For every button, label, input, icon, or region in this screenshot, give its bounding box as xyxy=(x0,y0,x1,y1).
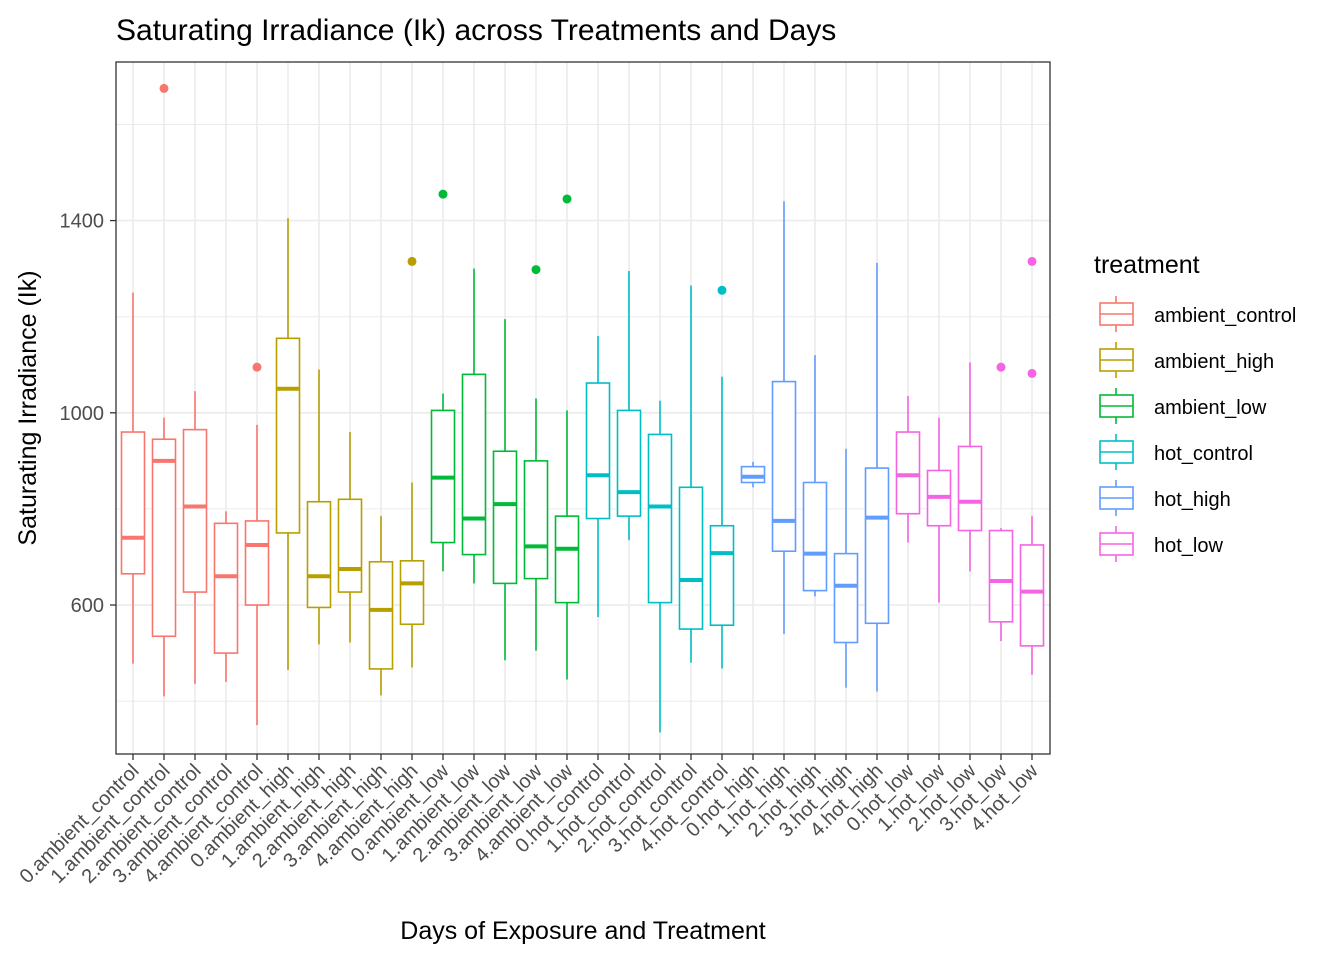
outlier-point xyxy=(717,285,727,295)
outlier-point xyxy=(407,256,417,266)
outlier-point xyxy=(996,362,1006,372)
box-2.ambient_high xyxy=(337,432,363,643)
box-0.ambient_low xyxy=(430,189,456,572)
box-body xyxy=(213,522,239,654)
box-2.ambient_control xyxy=(182,391,208,684)
box-0.ambient_control xyxy=(120,292,146,664)
legend-title: treatment xyxy=(1094,251,1200,279)
box-2.hot_control xyxy=(647,400,673,733)
box-4.hot_control xyxy=(709,285,735,669)
x-axis: 0.ambient_control1.ambient_control2.ambi… xyxy=(16,754,1043,888)
box-body xyxy=(461,373,487,556)
legend-label: ambient_high xyxy=(1154,351,1274,373)
outlier-point xyxy=(562,194,572,204)
outlier-point xyxy=(531,265,541,275)
box-3.hot_low xyxy=(988,362,1014,642)
box-3.ambient_high xyxy=(368,516,394,696)
box-0.hot_low xyxy=(895,395,921,543)
box-body xyxy=(492,450,518,585)
y-axis: 600 1000 1400 xyxy=(60,211,116,617)
box-1.ambient_high xyxy=(306,369,332,645)
box-0.hot_high xyxy=(740,461,766,488)
box-3.ambient_low xyxy=(523,265,549,651)
box-body xyxy=(120,431,146,575)
legend-item-hot_low: hot_low xyxy=(1099,526,1223,562)
outlier-point xyxy=(438,189,448,199)
boxes-layer xyxy=(120,83,1045,733)
legend-item-ambient_control: ambient_control xyxy=(1099,296,1296,332)
box-4.ambient_high xyxy=(399,256,425,668)
box-3.hot_high xyxy=(833,448,859,688)
box-1.hot_high xyxy=(771,201,797,634)
legend-label: hot_control xyxy=(1154,443,1253,465)
legend-item-hot_control: hot_control xyxy=(1099,434,1253,470)
box-body xyxy=(678,486,704,630)
box-body xyxy=(244,520,270,606)
box-body xyxy=(182,428,208,593)
y-tick-label: 1400 xyxy=(60,211,105,233)
box-body xyxy=(368,560,394,670)
box-body xyxy=(306,500,332,609)
box-4.ambient_control xyxy=(244,362,270,726)
legend-item-hot_high: hot_high xyxy=(1099,480,1231,516)
box-0.ambient_high xyxy=(275,218,301,670)
box-body xyxy=(833,552,859,644)
legend-item-ambient_high: ambient_high xyxy=(1099,342,1274,378)
box-2.hot_low xyxy=(957,362,983,572)
box-body xyxy=(585,382,611,520)
outlier-point xyxy=(1027,368,1037,378)
box-body xyxy=(523,460,549,580)
legend-label: hot_high xyxy=(1154,489,1231,511)
box-1.hot_control xyxy=(616,271,642,541)
x-axis-title: Days of Exposure and Treatment xyxy=(400,917,766,945)
box-3.ambient_control xyxy=(213,511,239,682)
box-3.hot_control xyxy=(678,285,704,663)
legend-item-ambient_low: ambient_low xyxy=(1099,388,1267,424)
box-2.ambient_low xyxy=(492,319,518,661)
box-body xyxy=(802,481,828,592)
legend-label: ambient_low xyxy=(1154,397,1267,419)
panel-border xyxy=(115,61,1051,755)
box-0.hot_control xyxy=(585,335,611,618)
box-1.ambient_low xyxy=(461,268,487,584)
legend: treatment ambient_control ambient_highamb… xyxy=(1094,251,1296,562)
box-4.hot_low xyxy=(1019,256,1045,675)
box-1.ambient_control xyxy=(151,83,177,697)
box-1.hot_low xyxy=(926,417,952,603)
y-tick-label: 600 xyxy=(71,595,104,617)
box-body xyxy=(1019,544,1045,647)
box-body xyxy=(151,438,177,638)
box-body xyxy=(957,445,983,532)
box-2.hot_high xyxy=(802,355,828,597)
box-body xyxy=(771,380,797,553)
legend-label: ambient_control xyxy=(1154,305,1296,327)
box-4.hot_high xyxy=(864,262,890,692)
box-body xyxy=(337,498,363,593)
box-body xyxy=(554,515,580,604)
chart-title: Saturating Irradiance (Ik) across Treatm… xyxy=(116,14,836,47)
box-4.ambient_low xyxy=(554,194,580,680)
box-body xyxy=(709,524,735,627)
box-body xyxy=(275,337,301,534)
box-body xyxy=(740,465,766,484)
box-body xyxy=(864,467,890,625)
box-body xyxy=(895,431,921,515)
y-tick-label: 1000 xyxy=(60,403,105,425)
outlier-point xyxy=(159,83,169,93)
box-body xyxy=(647,433,673,604)
grid-major xyxy=(116,62,1050,754)
outlier-point xyxy=(252,362,262,372)
grid-minor xyxy=(116,123,1050,702)
y-axis-title: Saturating Irradiance (Ik) xyxy=(14,270,42,545)
legend-label: hot_low xyxy=(1154,535,1223,557)
box-body xyxy=(616,409,642,517)
box-body xyxy=(988,529,1014,623)
box-body xyxy=(399,560,425,626)
outlier-point xyxy=(1027,256,1037,266)
